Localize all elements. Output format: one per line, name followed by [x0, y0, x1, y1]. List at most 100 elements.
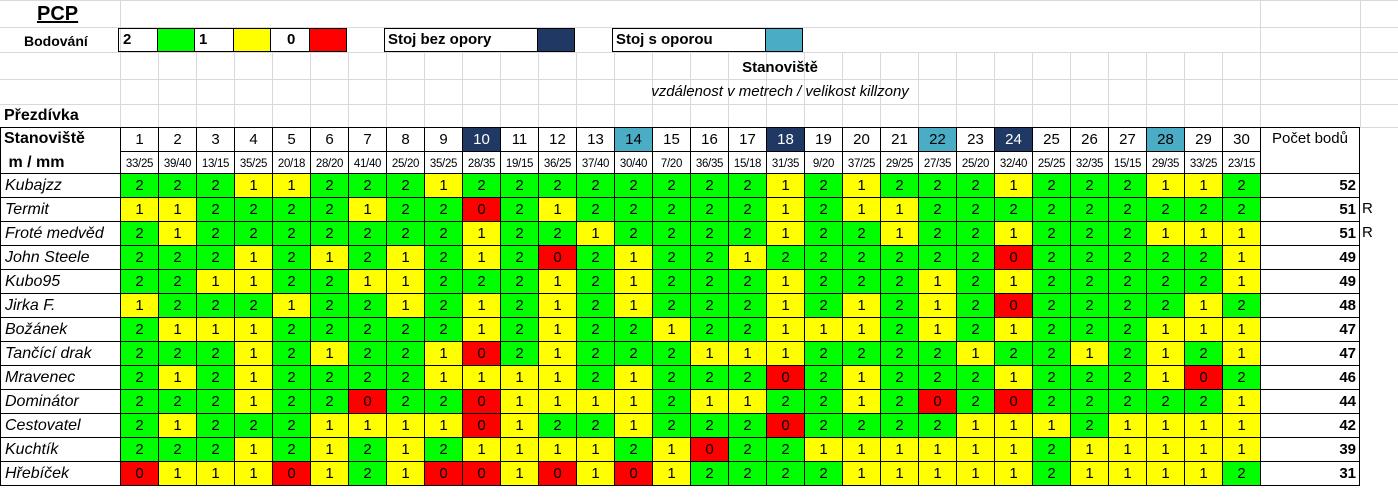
score-cell[interactable]: 2 — [386, 197, 425, 222]
score-cell[interactable]: 2 — [1108, 269, 1147, 294]
score-cell[interactable]: 2 — [386, 341, 425, 366]
score-cell[interactable]: 1 — [538, 389, 577, 414]
score-cell[interactable]: 2 — [120, 245, 159, 270]
score-cell[interactable]: 1 — [234, 365, 273, 390]
score-cell[interactable]: 2 — [728, 197, 767, 222]
score-cell[interactable]: 2 — [994, 341, 1033, 366]
score-cell[interactable]: 1 — [538, 269, 577, 294]
score-cell[interactable]: 2 — [1032, 437, 1071, 462]
score-cell[interactable]: 1 — [766, 197, 805, 222]
player-name[interactable]: Kuchtík — [0, 437, 121, 462]
score-cell[interactable]: 2 — [956, 173, 995, 198]
score-cell[interactable]: 1 — [158, 221, 197, 246]
score-cell[interactable]: 1 — [956, 437, 995, 462]
score-cell[interactable]: 1 — [348, 269, 387, 294]
score-cell[interactable]: 2 — [158, 173, 197, 198]
score-cell[interactable]: 1 — [1070, 341, 1109, 366]
score-cell[interactable]: 1 — [614, 413, 653, 438]
score-cell[interactable]: 2 — [766, 461, 805, 486]
score-cell[interactable]: 2 — [234, 221, 273, 246]
score-cell[interactable]: 1 — [234, 389, 273, 414]
score-cell[interactable]: 1 — [310, 245, 349, 270]
score-cell[interactable]: 1 — [1146, 173, 1185, 198]
score-cell[interactable]: 2 — [728, 365, 767, 390]
score-cell[interactable]: 1 — [538, 437, 577, 462]
score-cell[interactable]: 2 — [1032, 461, 1071, 486]
score-cell[interactable]: 2 — [842, 221, 881, 246]
score-cell[interactable]: 1 — [462, 293, 501, 318]
score-cell[interactable]: 1 — [994, 437, 1033, 462]
score-cell[interactable]: 1 — [1222, 221, 1261, 246]
score-cell[interactable]: 1 — [1070, 461, 1109, 486]
score-cell[interactable]: 1 — [120, 197, 159, 222]
score-cell[interactable]: 1 — [500, 389, 539, 414]
score-cell[interactable]: 1 — [1184, 413, 1223, 438]
score-cell[interactable]: 2 — [310, 269, 349, 294]
score-cell[interactable]: 2 — [348, 173, 387, 198]
score-cell[interactable]: 1 — [994, 173, 1033, 198]
score-cell[interactable]: 2 — [272, 317, 311, 342]
score-cell[interactable]: 2 — [918, 245, 957, 270]
score-cell[interactable]: 2 — [880, 293, 919, 318]
score-cell[interactable]: 2 — [728, 173, 767, 198]
score-cell[interactable]: 2 — [1070, 389, 1109, 414]
player-name[interactable]: Cestovatel — [0, 413, 121, 438]
score-cell[interactable]: 2 — [158, 245, 197, 270]
score-cell[interactable]: 0 — [538, 245, 577, 270]
player-name[interactable]: Dominátor — [0, 389, 121, 414]
score-cell[interactable]: 1 — [576, 389, 615, 414]
score-cell[interactable]: 1 — [918, 293, 957, 318]
score-cell[interactable]: 2 — [538, 173, 577, 198]
score-cell[interactable]: 2 — [272, 341, 311, 366]
score-cell[interactable]: 2 — [652, 389, 691, 414]
score-cell[interactable]: 2 — [880, 245, 919, 270]
score-cell[interactable]: 1 — [614, 293, 653, 318]
score-cell[interactable]: 1 — [386, 437, 425, 462]
score-cell[interactable]: 2 — [348, 341, 387, 366]
score-cell[interactable]: 2 — [766, 437, 805, 462]
score-cell[interactable]: 2 — [690, 413, 729, 438]
score-cell[interactable]: 0 — [462, 389, 501, 414]
score-cell[interactable]: 0 — [766, 413, 805, 438]
score-cell[interactable]: 1 — [1108, 461, 1147, 486]
score-cell[interactable]: 1 — [234, 437, 273, 462]
score-cell[interactable]: 1 — [234, 317, 273, 342]
score-cell[interactable]: 2 — [842, 413, 881, 438]
player-name[interactable]: Froté medvěd — [0, 221, 121, 246]
score-cell[interactable]: 1 — [614, 269, 653, 294]
score-cell[interactable]: 2 — [690, 173, 729, 198]
score-cell[interactable]: 2 — [500, 293, 539, 318]
score-cell[interactable]: 2 — [728, 461, 767, 486]
score-cell[interactable]: 2 — [1146, 293, 1185, 318]
score-cell[interactable]: 2 — [690, 293, 729, 318]
score-cell[interactable]: 1 — [424, 365, 463, 390]
score-cell[interactable]: 2 — [576, 173, 615, 198]
score-cell[interactable]: 0 — [918, 389, 957, 414]
score-cell[interactable]: 2 — [234, 413, 273, 438]
score-cell[interactable]: 2 — [804, 365, 843, 390]
score-cell[interactable]: 1 — [1184, 173, 1223, 198]
score-cell[interactable]: 1 — [728, 389, 767, 414]
score-cell[interactable]: 2 — [1108, 317, 1147, 342]
score-cell[interactable]: 2 — [120, 341, 159, 366]
score-cell[interactable]: 2 — [880, 389, 919, 414]
score-cell[interactable]: 1 — [462, 365, 501, 390]
score-cell[interactable]: 1 — [234, 173, 273, 198]
score-cell[interactable]: 1 — [1032, 413, 1071, 438]
score-cell[interactable]: 1 — [234, 245, 273, 270]
score-cell[interactable]: 2 — [1184, 197, 1223, 222]
score-cell[interactable]: 1 — [690, 389, 729, 414]
score-cell[interactable]: 1 — [842, 173, 881, 198]
score-cell[interactable]: 2 — [272, 197, 311, 222]
score-cell[interactable]: 2 — [1070, 365, 1109, 390]
score-cell[interactable]: 2 — [234, 293, 273, 318]
score-cell[interactable]: 2 — [272, 269, 311, 294]
score-cell[interactable]: 2 — [652, 365, 691, 390]
score-cell[interactable]: 2 — [500, 341, 539, 366]
score-cell[interactable]: 2 — [1146, 197, 1185, 222]
score-cell[interactable]: 1 — [880, 461, 919, 486]
score-cell[interactable]: 2 — [652, 221, 691, 246]
score-cell[interactable]: 1 — [1222, 437, 1261, 462]
score-cell[interactable]: 1 — [158, 413, 197, 438]
score-cell[interactable]: 1 — [158, 461, 197, 486]
